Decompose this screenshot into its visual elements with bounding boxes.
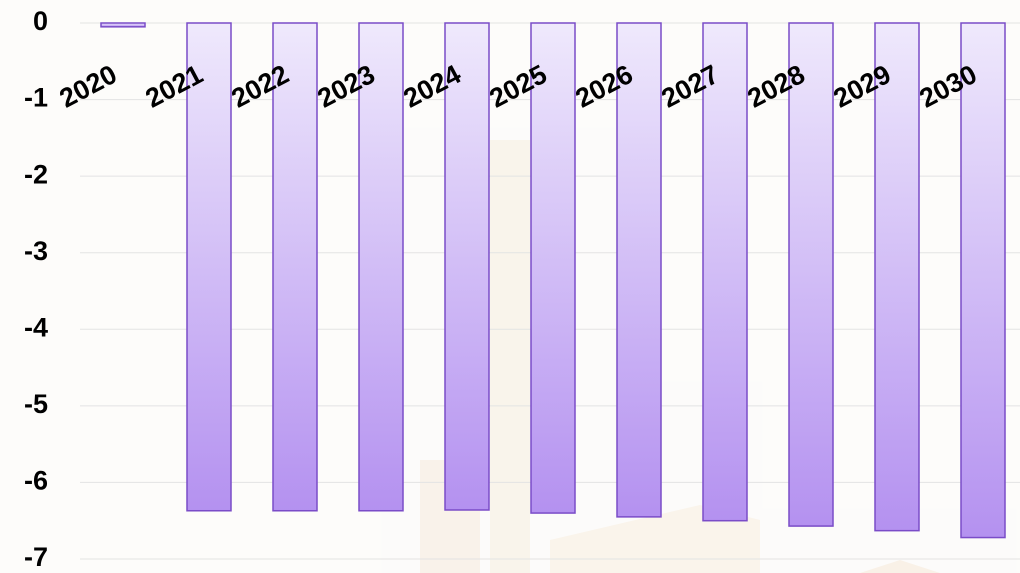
bar: [702, 22, 748, 522]
y-tick-label: -3: [24, 236, 48, 266]
bars: [100, 22, 1006, 539]
y-tick-label: -2: [24, 159, 48, 189]
y-tick-label: -6: [24, 466, 48, 496]
bar: [530, 22, 576, 514]
bar: [788, 22, 834, 527]
bar: [960, 22, 1006, 539]
y-tick-label: 0: [33, 6, 48, 36]
bar: [616, 22, 662, 518]
y-tick-label: -4: [24, 312, 48, 342]
y-tick-label: -7: [24, 542, 48, 572]
bar: [874, 22, 920, 532]
bar: [272, 22, 318, 512]
bar: [186, 22, 232, 512]
bar: [100, 22, 146, 28]
bar: [444, 22, 490, 511]
bar: [358, 22, 404, 512]
y-tick-label: -5: [24, 389, 48, 419]
y-tick-label: -1: [24, 83, 48, 113]
